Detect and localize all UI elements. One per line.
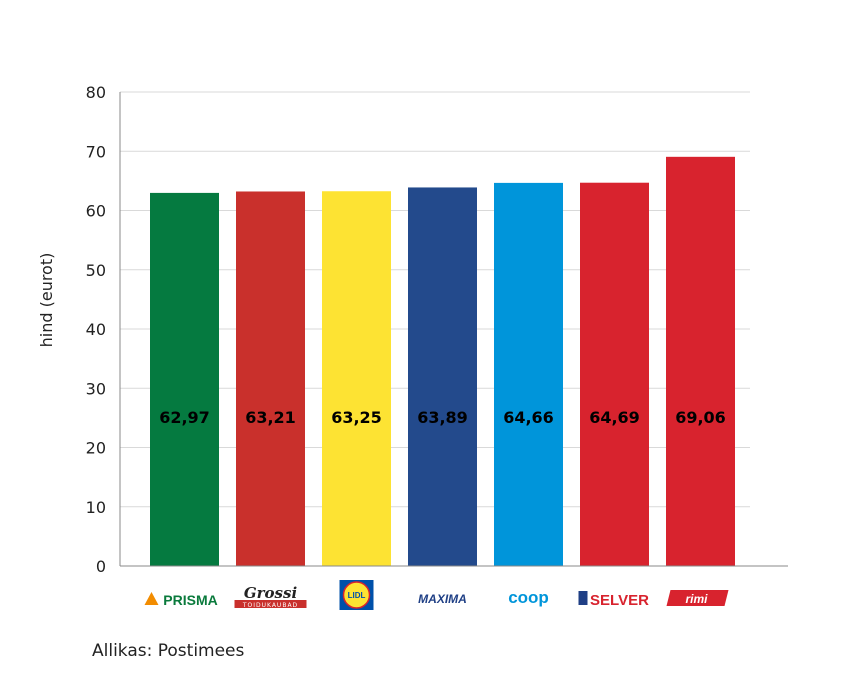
logo-text: Grossi <box>244 584 298 602</box>
data-label: 64,69 <box>589 408 640 427</box>
bar-selver <box>580 182 649 567</box>
coop-logo: coop <box>508 588 549 607</box>
data-label: 63,89 <box>417 408 468 427</box>
y-tick-label: 80 <box>86 83 106 102</box>
grossi-band <box>234 600 307 608</box>
logo-subtext: TOIDUKAUBAD <box>242 602 298 609</box>
y-axis-ticks: 0 10 20 30 40 50 60 70 80 <box>86 83 106 576</box>
y-tick-label: 10 <box>86 498 106 517</box>
rimi-logo: rimi <box>666 590 729 606</box>
rimi-banner <box>666 590 729 606</box>
data-label: 62,97 <box>159 408 210 427</box>
bar-lidl <box>322 191 391 566</box>
prisma-triangle-icon <box>144 592 159 605</box>
y-tick-label: 70 <box>86 142 106 161</box>
y-tick-label: 40 <box>86 320 106 339</box>
logo-text: LIDL <box>348 591 366 600</box>
logo-text: MAXIMA <box>418 592 467 606</box>
logo-text: coop <box>508 588 549 607</box>
bar-maxima <box>408 187 477 566</box>
data-label: 64,66 <box>503 408 554 427</box>
lidl-circle <box>342 581 371 609</box>
bar-chart: 0 10 20 30 40 50 60 70 80 62,97 63,21 63,25 63,89 64… <box>37 83 788 610</box>
selver-basket-icon <box>578 591 588 605</box>
data-label: 63,25 <box>331 408 382 427</box>
y-tick-label: 20 <box>86 439 106 458</box>
maxima-logo: MAXIMA <box>418 592 467 606</box>
y-axis-label: hind (eurot) <box>37 253 56 348</box>
bar-prisma <box>150 192 219 566</box>
source-note: Allikas: Postimees <box>92 641 245 661</box>
y-tick-label: 30 <box>86 379 106 398</box>
logo-text: PRISMA <box>163 592 217 608</box>
logo-text: rimi <box>685 592 708 606</box>
data-labels: 62,97 63,21 63,25 63,89 64,66 64,69 69,06 <box>159 408 726 427</box>
y-tick-label: 50 <box>86 261 106 280</box>
y-tick-label: 60 <box>86 202 106 221</box>
data-label: 69,06 <box>675 408 726 427</box>
bars <box>150 156 735 567</box>
bar-grossi <box>236 191 305 566</box>
y-tick-label: 0 <box>96 557 106 576</box>
lidl-logo: LIDL <box>339 580 374 610</box>
bar-rimi <box>666 156 735 566</box>
selver-logo: SELVER <box>578 591 649 609</box>
bar-coop <box>494 182 563 566</box>
prisma-logo: PRISMA <box>144 592 218 608</box>
data-label: 63,21 <box>245 408 296 427</box>
logo-text: SELVER <box>590 592 649 609</box>
